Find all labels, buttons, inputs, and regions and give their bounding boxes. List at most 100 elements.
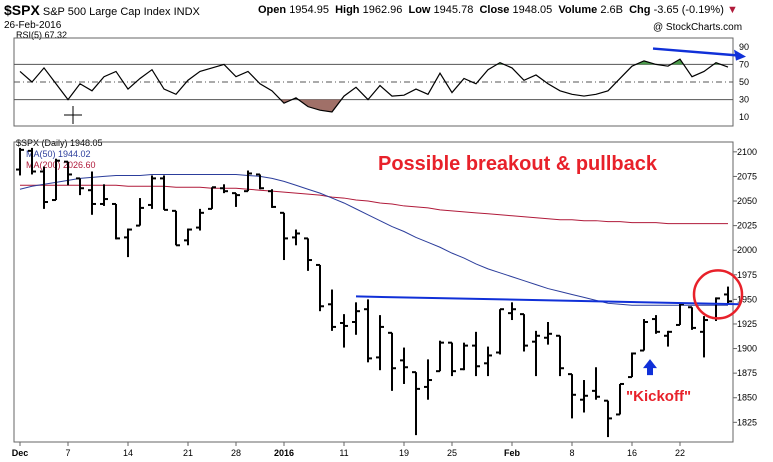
ohlc-bar bbox=[100, 184, 108, 206]
ohlc-bar bbox=[364, 299, 372, 363]
ohlc-bar bbox=[52, 158, 60, 202]
ohlc-bar bbox=[724, 286, 732, 304]
y-tick-label: 2000 bbox=[737, 245, 757, 255]
ohlc-bar bbox=[580, 380, 588, 413]
y-tick-label: 1950 bbox=[737, 294, 757, 304]
ohlc-bar bbox=[652, 315, 660, 334]
y-tick-label: 1850 bbox=[737, 393, 757, 403]
ohlc-bar bbox=[424, 359, 432, 400]
ohlc-bar bbox=[88, 171, 96, 215]
x-tick-label: 2016 bbox=[274, 448, 294, 458]
kickoff-up-arrow-icon bbox=[643, 359, 657, 376]
ohlc-bar bbox=[184, 228, 192, 246]
y-tick-label: 1825 bbox=[737, 417, 757, 427]
ma200-label: MA(200) 2026.60 bbox=[26, 160, 96, 170]
x-tick-label: 28 bbox=[231, 448, 241, 458]
ohlc-bar bbox=[388, 331, 396, 391]
y-tick-label: 1925 bbox=[737, 319, 757, 329]
rsi-tick-label: 50 bbox=[739, 77, 749, 87]
x-tick-label: 19 bbox=[399, 448, 409, 458]
breakout-circle bbox=[692, 269, 744, 320]
ma50-line bbox=[19, 173, 728, 306]
ohlc-bar bbox=[304, 237, 312, 271]
symbol: $SPX bbox=[4, 2, 40, 18]
ohlc-bar bbox=[352, 302, 360, 335]
ohlc-bar bbox=[568, 373, 576, 419]
price-panel-frame bbox=[13, 141, 734, 443]
rsi-label: RSI(5) 67.32 bbox=[16, 30, 68, 40]
kickoff-annotation: "Kickoff" bbox=[626, 388, 691, 405]
rsi-tick-label: 30 bbox=[739, 95, 749, 105]
ohlc-bar bbox=[340, 314, 348, 348]
x-tick-label: 21 bbox=[183, 448, 193, 458]
ohlc-bar bbox=[604, 399, 612, 438]
ohlc-bar bbox=[556, 334, 564, 377]
ohlc-bar bbox=[292, 229, 300, 246]
volume-value: 2.6B bbox=[600, 4, 623, 16]
ohlc-bar bbox=[160, 175, 168, 211]
ohlc-bar bbox=[448, 341, 456, 377]
ohlc-bar bbox=[484, 346, 492, 377]
change-down-icon: ▼ bbox=[726, 4, 738, 16]
ohlc-bar bbox=[436, 340, 444, 373]
x-tick-label: 8 bbox=[569, 448, 574, 458]
breakout-annotation: Possible breakout & pullback bbox=[378, 153, 658, 175]
y-tick-label: 2100 bbox=[737, 147, 757, 157]
rsi-arrow-head-icon bbox=[734, 49, 746, 61]
chart-date: 26-Feb-2016 bbox=[4, 20, 62, 31]
x-tick-label: Feb bbox=[504, 448, 521, 458]
ohlc-bar bbox=[112, 202, 120, 240]
ohlc-bar bbox=[232, 192, 240, 207]
ohlc-bar bbox=[280, 211, 288, 261]
y-tick-label: 1875 bbox=[737, 368, 757, 378]
ohlc-bar bbox=[208, 186, 216, 210]
ohlc-bar bbox=[268, 189, 276, 208]
quote-summary: Open 1954.95 High 1962.96 Low 1945.78 Cl… bbox=[258, 4, 738, 16]
ohlc-bar bbox=[64, 160, 72, 186]
ohlc-bar bbox=[460, 342, 468, 371]
y-tick-label: 2025 bbox=[737, 221, 757, 231]
ohlc-bar bbox=[16, 147, 24, 176]
ohlc-bar bbox=[196, 208, 204, 231]
ohlc-bar bbox=[220, 184, 228, 194]
ohlc-bar bbox=[328, 289, 336, 331]
rsi-tick-label: 90 bbox=[739, 42, 749, 52]
exchange: INDX bbox=[173, 6, 200, 18]
ohlc-bar bbox=[496, 308, 504, 355]
ohlc-bar bbox=[172, 209, 180, 247]
x-tick-label: 16 bbox=[627, 448, 637, 458]
ma200-line bbox=[20, 184, 728, 225]
ohlc-bar bbox=[28, 147, 36, 175]
ohlc-bar bbox=[472, 331, 480, 377]
low-value: 1945.78 bbox=[433, 4, 474, 16]
ohlc-bar bbox=[412, 371, 420, 436]
y-tick-label: 2075 bbox=[737, 171, 757, 181]
ohlc-bar bbox=[244, 170, 252, 193]
y-tick-label: 1975 bbox=[737, 270, 757, 280]
ohlc-bar bbox=[520, 313, 528, 352]
resistance-trendline bbox=[355, 295, 741, 306]
ohlc-bar bbox=[616, 382, 624, 416]
ohlc-bar bbox=[376, 315, 384, 371]
ohlc-bar bbox=[688, 306, 696, 330]
ohlc-bar bbox=[640, 319, 648, 352]
rsi-tick-label: 70 bbox=[739, 59, 749, 69]
ohlc-bar bbox=[76, 177, 84, 196]
x-tick-label: Dec bbox=[12, 448, 29, 458]
y-tick-label: 2050 bbox=[737, 196, 757, 206]
ohlc-bar bbox=[592, 367, 600, 400]
x-tick-label: 14 bbox=[123, 448, 133, 458]
ohlc-bar bbox=[400, 347, 408, 384]
ohlc-bar bbox=[508, 302, 516, 321]
ohlc-bar bbox=[40, 166, 48, 209]
ohlc-bar bbox=[256, 173, 264, 190]
ohlc-bar bbox=[628, 352, 636, 379]
rsi-line bbox=[19, 58, 729, 113]
rsi-extreme-fill bbox=[298, 99, 342, 112]
open-value: 1954.95 bbox=[289, 4, 329, 16]
x-tick-label: 7 bbox=[65, 448, 70, 458]
high-value: 1962.96 bbox=[362, 4, 403, 16]
ma50-label: MA(50) 1944.02 bbox=[26, 149, 91, 159]
ohlc-bar bbox=[148, 175, 156, 209]
